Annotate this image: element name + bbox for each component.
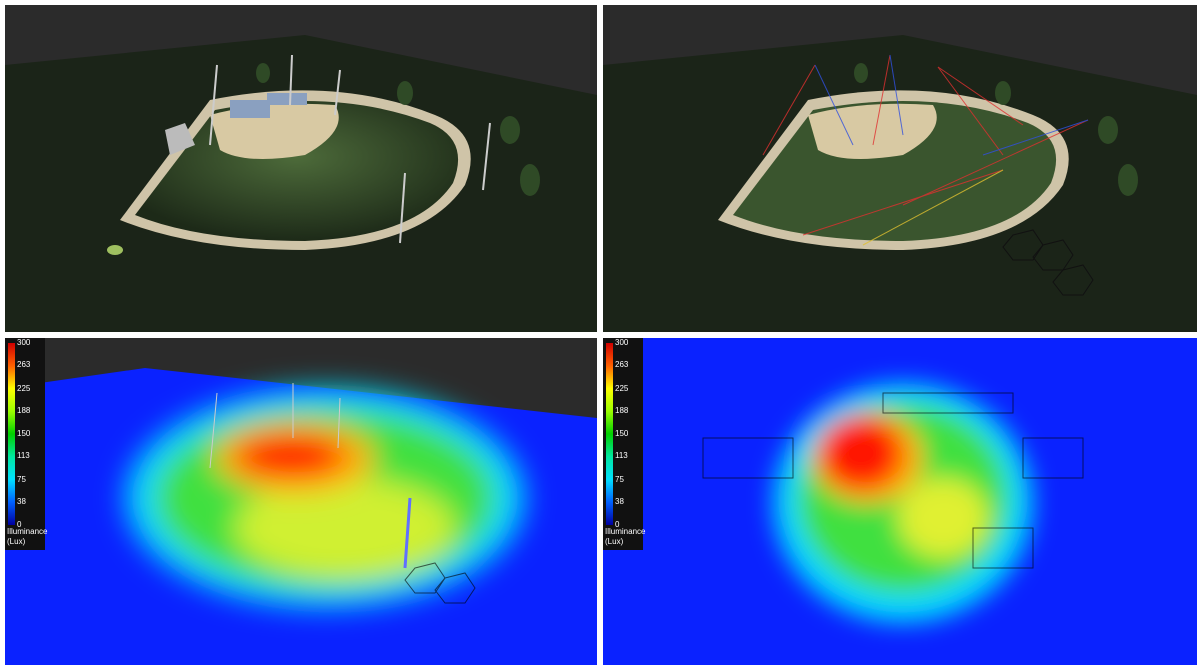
legend-tick: 0 bbox=[615, 520, 620, 529]
legend-tick: 188 bbox=[17, 405, 31, 415]
scene bbox=[603, 5, 1197, 332]
legend-tick: 188 bbox=[615, 405, 629, 415]
legend-unit: (Lux) bbox=[7, 537, 26, 546]
legend-tick: 263 bbox=[17, 360, 31, 370]
render-night bbox=[5, 5, 597, 332]
legend: 300 263 225 188 150 113 75 38 0 Illuminance (Lux) bbox=[603, 338, 646, 550]
legend-tick: 75 bbox=[615, 474, 624, 484]
legend-tick: 38 bbox=[17, 496, 26, 506]
legend-tick: 113 bbox=[17, 451, 30, 461]
legend-tick: 150 bbox=[17, 429, 31, 438]
illuminance-plan: 300 263 225 188 150 113 75 38 0 Illuminance (Lux) bbox=[603, 338, 1197, 665]
legend-tick: 113 bbox=[615, 451, 628, 461]
legend-unit: (Lux) bbox=[605, 537, 624, 546]
heatmap bbox=[603, 338, 1197, 665]
legend-tick: 300 bbox=[615, 338, 629, 347]
legend-tick: 225 bbox=[17, 383, 31, 393]
legend: 300 263 225 188 150 113 75 38 0 Illuminance (Lux) bbox=[5, 338, 48, 550]
render-aiming bbox=[603, 5, 1197, 332]
legend-tick: 75 bbox=[17, 474, 26, 484]
color-bar bbox=[8, 343, 15, 525]
scene bbox=[5, 5, 597, 332]
legend-title: Illuminance bbox=[7, 527, 48, 536]
legend-tick: 263 bbox=[615, 360, 629, 370]
legend-tick: 150 bbox=[615, 429, 629, 438]
legend-title: Illuminance bbox=[605, 527, 646, 536]
legend-tick: 38 bbox=[615, 496, 624, 506]
heatmap bbox=[5, 338, 597, 665]
color-bar bbox=[606, 343, 613, 525]
illuminance-3d: 300 263 225 188 150 113 75 38 0 Illuminance (Lux) bbox=[5, 338, 597, 665]
legend-tick: 225 bbox=[615, 383, 629, 393]
legend-tick: 300 bbox=[17, 338, 31, 347]
legend-tick: 0 bbox=[17, 520, 22, 529]
